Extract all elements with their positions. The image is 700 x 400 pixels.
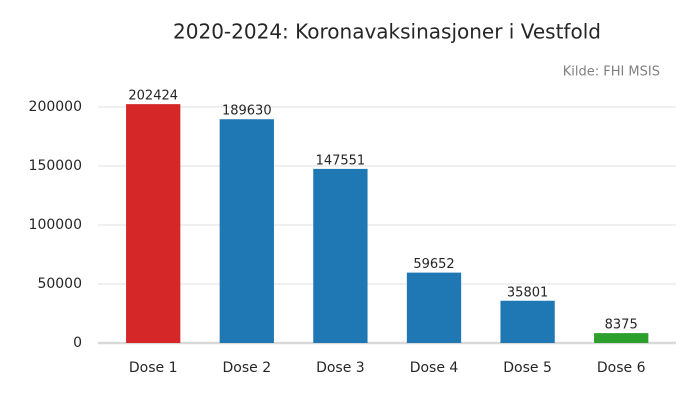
y-tick-label: 100000	[29, 217, 82, 233]
bar	[126, 104, 181, 343]
bar	[313, 168, 368, 343]
x-tick-label: Dose 3	[316, 360, 365, 376]
data-label: 189630	[222, 104, 272, 119]
x-tick-label: Dose 2	[222, 360, 271, 376]
x-tick-label: Dose 1	[129, 360, 178, 376]
x-tick-label: Dose 5	[503, 360, 552, 376]
source-note: Kilde: FHI MSIS	[563, 65, 660, 80]
bar	[406, 272, 462, 343]
bar	[219, 119, 274, 343]
bar	[500, 300, 555, 343]
data-label: 35801	[507, 285, 548, 300]
x-tick-label: Dose 4	[410, 360, 459, 376]
y-tick-label: 50000	[37, 276, 82, 292]
data-label: 202424	[128, 89, 178, 104]
data-label: 59652	[413, 257, 454, 272]
data-label: 147551	[316, 153, 366, 168]
data-label: 8375	[605, 318, 638, 333]
bar	[594, 333, 649, 343]
y-tick-label: 0	[73, 335, 82, 351]
y-tick-label: 150000	[29, 158, 82, 174]
x-tick-label: Dose 6	[597, 360, 646, 376]
chart-title: 2020-2024: Koronavaksinasjoner i Vestfol…	[173, 20, 601, 44]
y-tick-label: 200000	[29, 99, 82, 115]
